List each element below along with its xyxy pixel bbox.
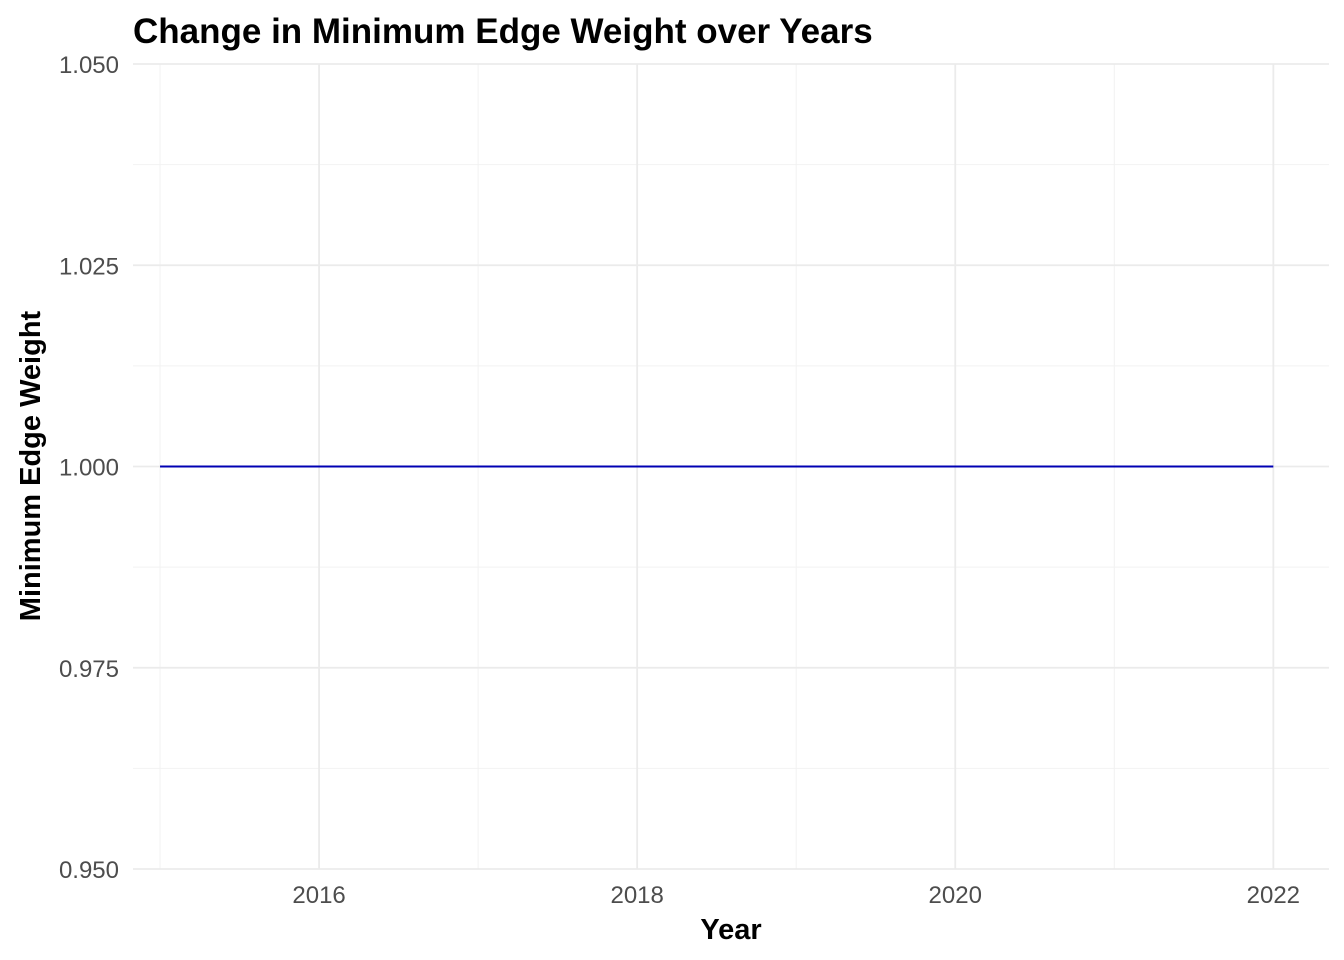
x-tick-label: 2020 [929, 882, 982, 909]
y-axis-title: Minimum Edge Weight [15, 310, 47, 621]
x-tick-label: 2018 [610, 882, 663, 909]
y-tick-label: 0.975 [59, 656, 119, 683]
y-tick-label: 0.950 [59, 857, 119, 884]
x-axis-title: Year [700, 914, 761, 946]
minor-gridlines [133, 64, 1329, 869]
x-tick-label: 2016 [292, 882, 345, 909]
x-tick-label: 2022 [1247, 882, 1300, 909]
chart-title: Change in Minimum Edge Weight over Years [133, 12, 873, 51]
y-tick-label: 1.050 [59, 52, 119, 79]
y-tick-label: 1.025 [59, 253, 119, 280]
y-axis-tick-labels: 0.950 0.975 1.000 1.025 1.050 [59, 52, 119, 884]
y-tick-label: 1.000 [59, 455, 119, 482]
x-axis-tick-labels: 2016 2018 2020 2022 [292, 882, 1300, 909]
